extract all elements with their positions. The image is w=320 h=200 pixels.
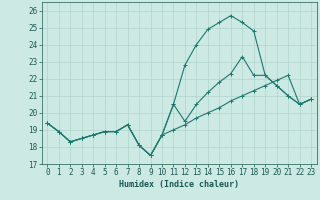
X-axis label: Humidex (Indice chaleur): Humidex (Indice chaleur) (119, 180, 239, 189)
